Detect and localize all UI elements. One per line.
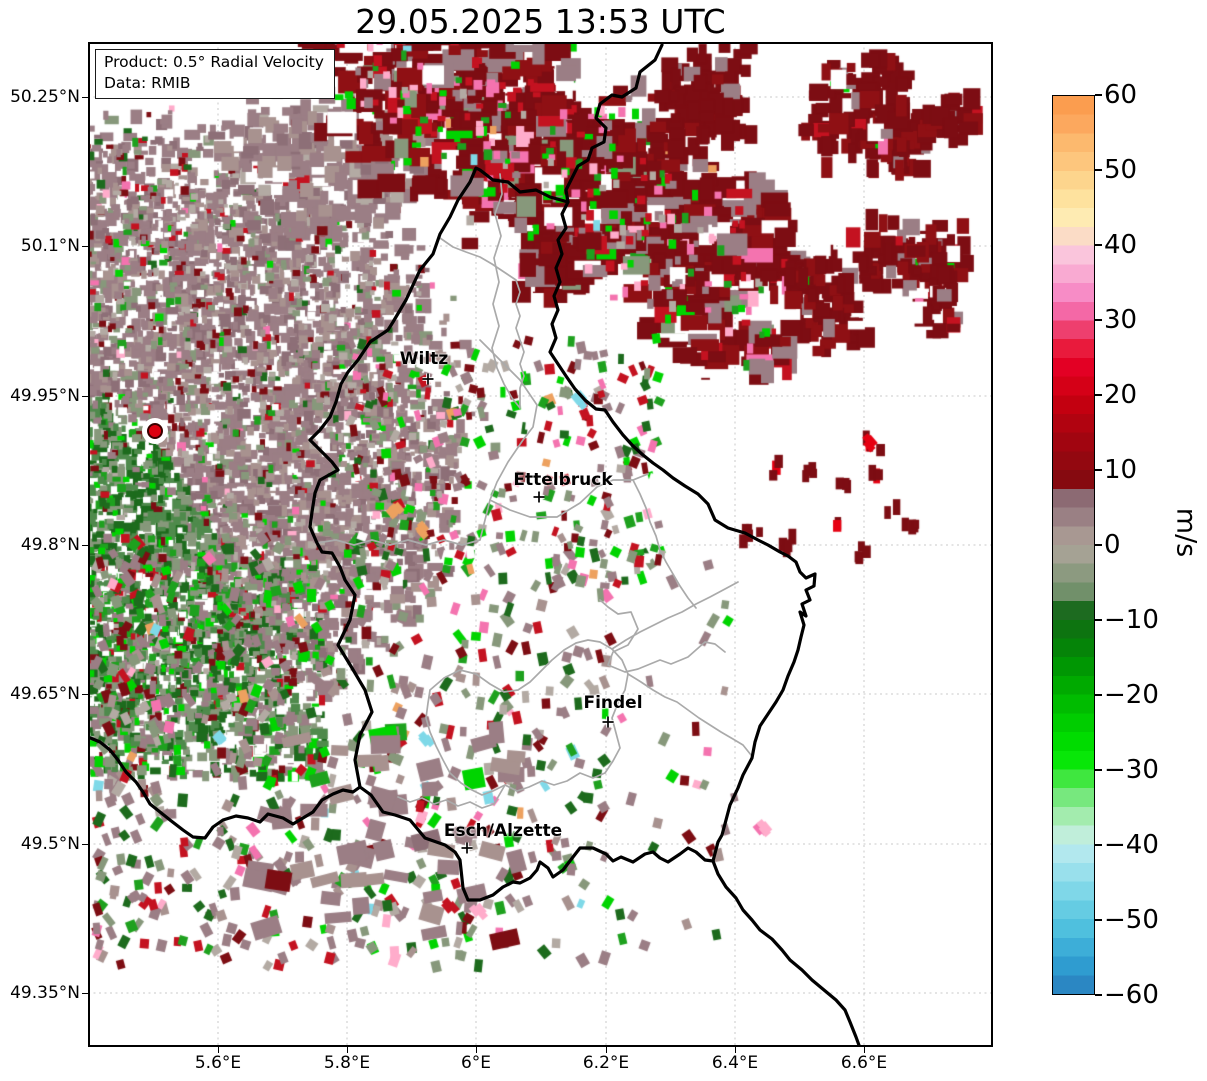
tick-mark	[82, 96, 88, 98]
tick-mark	[217, 1047, 219, 1053]
lon-tick-label: 5.8°E	[323, 1053, 371, 1073]
border-luxembourg-east	[548, 200, 817, 863]
city-markers	[422, 373, 614, 854]
city-label: Findel	[583, 693, 643, 713]
map-borders	[88, 42, 993, 1047]
colorbar-tick-label: 0	[1104, 530, 1121, 560]
tick-mark	[1095, 619, 1102, 621]
tick-mark	[475, 1047, 477, 1053]
border-france-belgium	[88, 735, 362, 840]
tick-mark	[346, 1047, 348, 1053]
colorbar-tick-label: 40	[1104, 230, 1138, 260]
plot-frame	[88, 42, 993, 1047]
colorbar-tick-label: −10	[1104, 605, 1159, 635]
border-belgium-germany	[564, 43, 664, 204]
data-source-line: Data: RMIB	[104, 74, 191, 92]
colorbar-tick-label: −30	[1104, 755, 1159, 785]
lat-tick-label: 49.35°N	[10, 983, 80, 1003]
tick-mark	[605, 1047, 607, 1053]
velocity-colorbar	[1052, 95, 1095, 995]
radar-raster	[88, 42, 993, 1047]
border-france-germany	[711, 859, 862, 1047]
product-line: Product: 0.5° Radial Velocity	[104, 53, 324, 71]
plot-title: 29.05.2025 13:53 UTC	[355, 2, 726, 41]
border-luxembourg-south	[358, 785, 715, 902]
border-luxembourg-west	[308, 166, 570, 789]
tick-mark	[82, 245, 88, 247]
product-info-box: Product: 0.5° Radial Velocity Data: RMIB	[95, 49, 335, 99]
tick-mark	[1095, 169, 1102, 171]
radar-site-dot-icon	[147, 423, 163, 439]
tick-mark	[1095, 769, 1102, 771]
tick-mark	[734, 1047, 736, 1053]
tick-mark	[82, 693, 88, 695]
tick-mark	[82, 843, 88, 845]
canton-borders	[316, 173, 752, 809]
lat-tick-label: 49.65°N	[10, 684, 80, 704]
colorbar-tick-label: −60	[1104, 980, 1159, 1010]
city-label: Wiltz	[399, 349, 449, 369]
lon-tick-label: 6.4°E	[711, 1053, 759, 1073]
lat-tick-label: 50.1°N	[20, 236, 80, 256]
lon-tick-label: 6°E	[460, 1053, 492, 1073]
lat-tick-label: 49.8°N	[20, 535, 80, 555]
lat-tick-label: 50.25°N	[10, 87, 80, 107]
tick-mark	[863, 1047, 865, 1053]
country-borders	[88, 43, 862, 1047]
colorbar-tick-label: −40	[1104, 830, 1159, 860]
city-label: Ettelbruck	[513, 470, 613, 490]
lon-tick-label: 5.6°E	[194, 1053, 242, 1073]
lat-tick-label: 49.5°N	[20, 834, 80, 854]
tick-mark	[1095, 319, 1102, 321]
colorbar-tick-label: 10	[1104, 455, 1138, 485]
tick-mark	[1095, 994, 1102, 996]
map-plot: Product: 0.5° Radial Velocity Data: RMIB…	[88, 42, 993, 1047]
radar-site-marker	[142, 418, 168, 444]
tick-mark	[1095, 694, 1102, 696]
tick-mark	[82, 395, 88, 397]
tick-mark	[1095, 394, 1102, 396]
colorbar-tick-label: 30	[1104, 305, 1138, 335]
colorbar-tick-label: −50	[1104, 905, 1159, 935]
tick-mark	[1095, 544, 1102, 546]
tick-mark	[1095, 919, 1102, 921]
colorbar-unit-label: m/s	[1170, 507, 1202, 558]
colorbar-tick-label: 60	[1104, 80, 1138, 110]
colorbar-tick-label: 20	[1104, 380, 1138, 410]
tick-mark	[1095, 469, 1102, 471]
tick-mark	[82, 992, 88, 994]
lat-tick-label: 49.95°N	[10, 386, 80, 406]
tick-mark	[1095, 844, 1102, 846]
city-label: Esch/Alzette	[443, 821, 563, 841]
lon-tick-label: 6.2°E	[582, 1053, 630, 1073]
colorbar-tick-label: 50	[1104, 155, 1138, 185]
lon-tick-label: 6.6°E	[840, 1053, 888, 1073]
tick-mark	[82, 544, 88, 546]
colorbar-tick-label: −20	[1104, 680, 1159, 710]
tick-mark	[1095, 94, 1102, 96]
tick-mark	[1095, 244, 1102, 246]
